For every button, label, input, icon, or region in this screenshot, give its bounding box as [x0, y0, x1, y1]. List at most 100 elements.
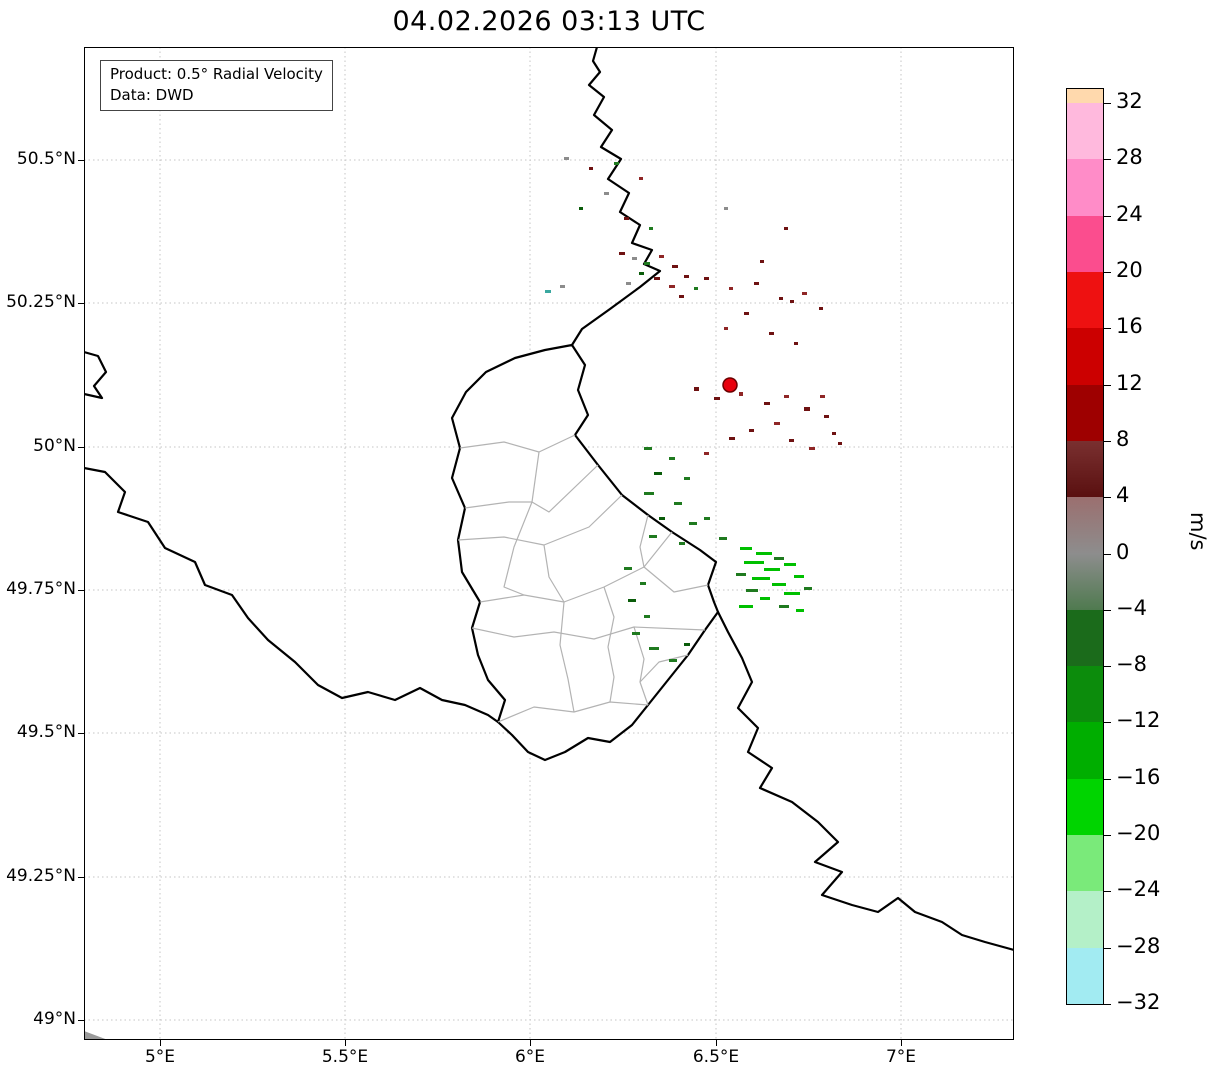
- plot-title: 04.02.2026 03:13 UTC: [392, 6, 706, 37]
- echo-patch: [628, 599, 636, 602]
- echo-patch: [564, 157, 569, 160]
- echo-patch: [669, 457, 675, 460]
- echo-patch: [796, 609, 804, 612]
- echo-patch: [644, 492, 654, 495]
- colorbar-tick-label: −28: [1116, 933, 1161, 958]
- echo-patch: [772, 583, 786, 586]
- echo-patch: [749, 429, 754, 432]
- echo-patch: [739, 392, 743, 396]
- colorbar-unit-label: m/s: [1186, 512, 1210, 551]
- echo-patch: [669, 659, 677, 662]
- echo-patch: [644, 262, 650, 265]
- echo-patch: [639, 177, 643, 180]
- echo-patch: [632, 632, 640, 635]
- canton-line: [471, 626, 706, 640]
- echo-patch: [764, 402, 770, 405]
- canton-line: [633, 626, 649, 706]
- echo-patch: [820, 395, 825, 398]
- colorbar-tick-mark: [1104, 103, 1111, 104]
- echo-patch: [756, 552, 772, 555]
- y-tick-label: 49.75°N: [6, 579, 76, 599]
- colorbar-segment-8-12: [1067, 384, 1103, 441]
- echo-patch: [659, 517, 665, 520]
- canton-line: [479, 531, 673, 603]
- echo-patch: [649, 647, 659, 650]
- echo-patch: [579, 207, 583, 210]
- echo-patch: [740, 547, 752, 550]
- echo-patch: [694, 387, 699, 391]
- echo-patch: [679, 542, 685, 545]
- colorbar-tick-label: −12: [1116, 708, 1161, 733]
- echo-patch: [659, 255, 664, 258]
- x-tick-label: 7°E: [885, 1047, 917, 1067]
- y-tick-mark: [78, 733, 84, 734]
- border-fragment-bottom-left: [84, 1031, 108, 1040]
- echo-patch: [614, 162, 619, 165]
- echo-patch: [784, 395, 789, 398]
- x-tick-mark: [345, 1040, 346, 1046]
- colorbar-tick-label: 28: [1116, 145, 1143, 170]
- echo-patch: [639, 272, 644, 275]
- colorbar-tick-mark: [1104, 891, 1111, 893]
- echo-patch: [704, 277, 709, 280]
- echo-patch: [832, 432, 836, 435]
- colorbar-tick-mark: [1104, 384, 1111, 386]
- colorbar-segment-28-32: [1067, 103, 1103, 160]
- echo-patch: [744, 312, 749, 315]
- echo-patch: [838, 442, 842, 445]
- echo-patch: [779, 297, 783, 300]
- colorbar-tick-mark: [1104, 947, 1111, 949]
- y-tick-label: 50°N: [33, 436, 76, 456]
- map-plot-area: Product: 0.5° Radial Velocity Data: DWD: [84, 47, 1014, 1040]
- colorbar-tick-mark: [1104, 778, 1111, 780]
- echo-patch: [626, 282, 631, 285]
- axes-frame: [84, 47, 1014, 1040]
- colorbar-tick-label: 4: [1116, 483, 1130, 508]
- echo-patch: [560, 285, 565, 288]
- echo-patch: [704, 452, 709, 455]
- echo-patch: [774, 422, 780, 425]
- colorbar-tick-label: 24: [1116, 201, 1143, 226]
- echo-patch: [789, 439, 794, 442]
- y-tick-label: 50.5°N: [16, 149, 76, 169]
- colorbar-segment-ext-above-32: [1067, 89, 1103, 103]
- colorbar-tick-mark: [1104, 609, 1111, 611]
- colorbar-segment--12--8: [1067, 666, 1103, 723]
- echo-patch: [729, 287, 733, 290]
- echo-patch: [589, 167, 593, 170]
- colorbar-tick-mark: [1104, 440, 1111, 442]
- echo-patch: [679, 295, 684, 298]
- canton-line: [639, 654, 689, 683]
- colorbar-tick-label: 12: [1116, 370, 1143, 395]
- echo-patch: [760, 597, 770, 600]
- x-tick-mark: [901, 1040, 902, 1046]
- y-tick-mark: [78, 303, 84, 304]
- echo-patch: [684, 275, 689, 278]
- colorbar-tick-label: 32: [1116, 89, 1143, 113]
- annotation-source: Data: DWD: [110, 86, 194, 104]
- colorbar-tick-label: 16: [1116, 314, 1143, 339]
- echo-patch: [764, 568, 780, 571]
- map-canvas: [84, 47, 1014, 1040]
- y-tick-label: 49.5°N: [16, 722, 76, 742]
- x-tick-mark: [160, 1040, 161, 1046]
- colorbar-segment--20--16: [1067, 778, 1103, 836]
- echo-patch: [644, 615, 650, 618]
- radar-site-marker: [722, 377, 738, 393]
- y-tick-mark: [78, 590, 84, 591]
- echo-patch: [684, 643, 690, 646]
- colorbar-tick-label: −8: [1116, 652, 1147, 677]
- x-tick-mark: [716, 1040, 717, 1046]
- echo-patch: [704, 517, 710, 520]
- canton-line: [603, 586, 615, 703]
- echo-patch: [724, 327, 728, 330]
- echo-patch: [694, 287, 698, 290]
- y-tick-mark: [78, 447, 84, 448]
- canton-line: [543, 544, 565, 603]
- echo-patch: [824, 415, 829, 418]
- echo-patch: [545, 290, 551, 293]
- echo-patch: [819, 307, 823, 310]
- canton-line: [643, 566, 709, 593]
- echo-patch: [632, 257, 637, 260]
